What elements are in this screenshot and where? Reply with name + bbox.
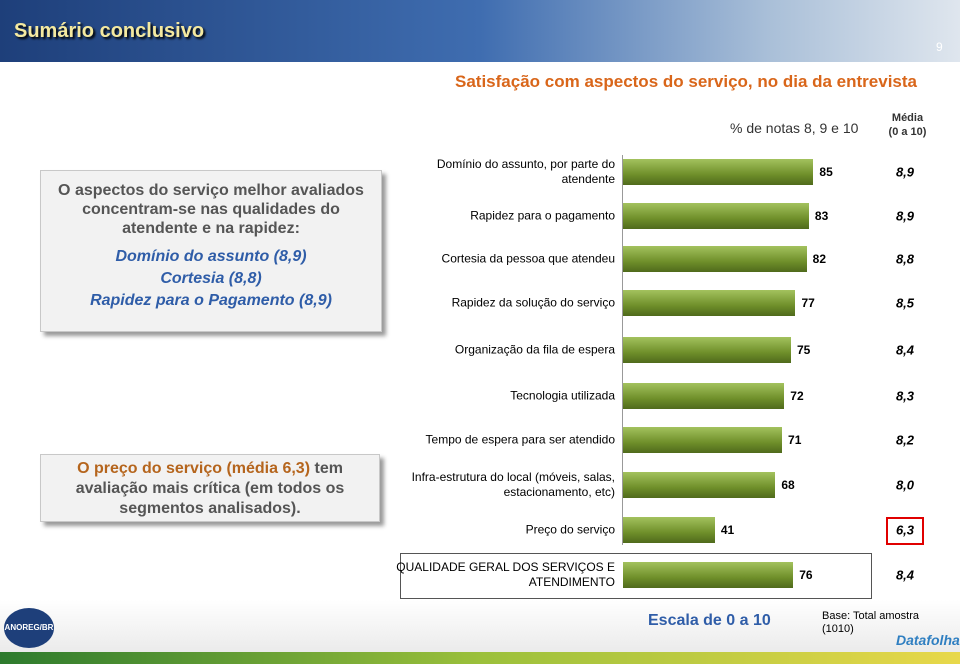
average-subtitle: (0 a 10) <box>888 126 927 138</box>
bar <box>623 246 807 272</box>
note-highlight: Rapidez para o Pagamento (8,9) <box>90 292 332 309</box>
value-label: 75 <box>797 343 811 357</box>
category-label: QUALIDADE GERAL DOS SERVIÇOS E ATENDIMEN… <box>396 560 615 589</box>
value-label: 71 <box>788 433 802 447</box>
value-label: 68 <box>781 478 795 492</box>
value-label: 76 <box>799 568 813 582</box>
bar <box>623 383 785 409</box>
average-label: 8,4 <box>895 342 915 358</box>
overall-box <box>400 553 872 599</box>
page-number: 9 <box>936 40 943 54</box>
bar <box>623 562 794 588</box>
note-highlight: Cortesia (8,8) <box>160 270 262 287</box>
footer-stripe <box>0 652 960 664</box>
bar <box>623 337 791 363</box>
average-label: 8,9 <box>895 208 915 224</box>
average-label: 8,8 <box>895 251 915 267</box>
highlight-box <box>886 517 924 545</box>
average-label: 8,3 <box>895 388 915 404</box>
bar <box>623 159 814 185</box>
value-label: 82 <box>812 252 827 266</box>
logo-left: ANOREG/BR <box>4 608 54 648</box>
category-label: Domínio do assunto, por parte do atenden… <box>436 157 615 186</box>
category-label: Preço do serviço <box>525 522 615 537</box>
note-highlight: O preço do serviço (média 6,3) <box>77 460 311 477</box>
category-label: Tecnologia utilizada <box>510 388 615 403</box>
chart-title: Satisfação com aspectos do serviço, no d… <box>455 72 918 91</box>
logo-right: Datafolha <box>896 632 960 648</box>
bar <box>623 472 776 498</box>
note-text: tem avaliação mais crítica (em todos os … <box>75 460 345 517</box>
average-title: Média <box>891 112 924 124</box>
note-highlight: Domínio do assunto (8,9) <box>115 248 307 265</box>
value-label: 83 <box>814 209 829 223</box>
axis-line <box>622 155 623 545</box>
category-label: Rapidez para o pagamento <box>470 208 615 223</box>
category-label: Infra-estrutura do local (móveis, salas,… <box>411 470 615 499</box>
value-label: 41 <box>720 523 735 537</box>
scale-note: Escala de 0 a 10 <box>648 612 771 629</box>
category-label: Cortesia da pessoa que atendeu <box>441 251 615 266</box>
bar <box>623 427 783 453</box>
note-text: O aspectos do serviço melhor avaliados c… <box>58 182 364 237</box>
average-label: 8,0 <box>895 477 915 493</box>
value-label: 77 <box>801 296 815 310</box>
value-label: 72 <box>790 389 804 403</box>
average-label: 8,9 <box>895 164 915 180</box>
bar <box>623 290 796 316</box>
note-box: O aspectos do serviço melhor avaliados c… <box>40 170 382 332</box>
bar <box>623 203 809 229</box>
slide-title: Sumário conclusivo <box>14 20 205 42</box>
category-label: Tempo de espera para ser atendido <box>425 432 615 447</box>
average-label: 6,3 <box>895 522 915 538</box>
category-label: Rapidez da solução do serviço <box>451 295 615 310</box>
header-band <box>0 0 960 62</box>
base-n: (1010) <box>822 623 854 635</box>
bar <box>623 517 715 543</box>
average-label: 8,2 <box>895 432 915 448</box>
value-label: 85 <box>819 165 833 179</box>
base-note: Base: Total amostra <box>822 610 920 622</box>
average-label: 8,4 <box>895 567 915 583</box>
x-label: % de notas 8, 9 e 10 <box>730 120 859 136</box>
category-label: Organização da fila de espera <box>454 342 615 357</box>
average-label: 8,5 <box>895 295 915 311</box>
note-box: O preço do serviço (média 6,3) tem avali… <box>40 454 380 522</box>
